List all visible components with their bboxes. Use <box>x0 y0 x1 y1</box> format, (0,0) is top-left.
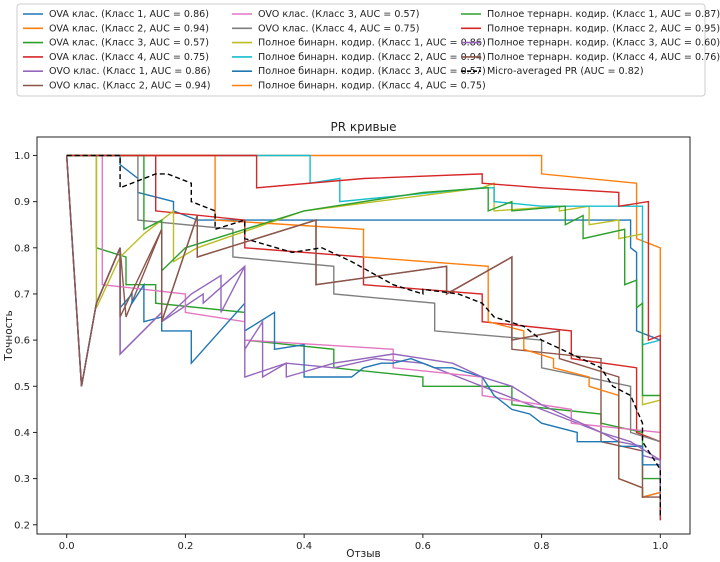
series-line-4 <box>66 154 661 507</box>
series-line-15 <box>66 155 661 507</box>
legend-label-11: Полное бинарн. кодир. (Класс 3, AUC = 0.… <box>258 66 486 77</box>
legend-label-1: OVA клас. (Класс 1, AUC = 0.86) <box>49 9 209 20</box>
x-tick-label: 1.0 <box>652 541 668 552</box>
legend-frame <box>16 3 706 97</box>
legend-label-17: Micro-averaged PR (AUC = 0.82) <box>487 66 644 77</box>
series-line-17 <box>66 154 661 516</box>
legend-label-5: OVO клас. (Класс 1, AUC = 0.86) <box>49 66 210 77</box>
x-tick-label: 0.4 <box>296 541 312 552</box>
x-tick-label: 0.2 <box>177 541 193 552</box>
legend-label-15: Полное тернарн. кодир. (Класс 3, AUC = 0… <box>487 38 720 49</box>
y-tick-label: 0.7 <box>14 289 30 300</box>
legend-label-6: OVO клас. (Класс 2, AUC = 0.94) <box>49 81 210 92</box>
y-tick-label: 0.5 <box>14 382 30 393</box>
y-axis-label: Точность <box>3 310 15 361</box>
y-axis: 0.2 0.3 0.4 0.5 0.6 0.7 0.8 0.9 1.0 <box>14 151 37 531</box>
legend: OVA клас. (Класс 1, AUC = 0.86) OVA клас.… <box>16 3 720 97</box>
x-axis: 0.0 0.2 0.4 0.6 0.8 1.0 <box>59 534 668 552</box>
series-line-10 <box>66 154 661 479</box>
series-line-16 <box>66 155 661 502</box>
legend-label-3: OVA клас. (Класс 3, AUC = 0.57) <box>49 38 209 49</box>
legend-label-7: OVO клас. (Класс 3, AUC = 0.57) <box>258 9 419 20</box>
legend-label-14: Полное тернарн. кодир. (Класс 2, AUC = 0… <box>487 23 720 34</box>
x-tick-label: 0.0 <box>59 541 75 552</box>
legend-label-12: Полное бинарн. кодир. (Класс 4, AUC = 0.… <box>258 81 486 92</box>
x-axis-label: Отзыв <box>346 548 380 560</box>
legend-label-10: Полное бинарн. кодир. (Класс 2, AUC = 0.… <box>258 52 486 63</box>
chart-title: PR кривые <box>331 120 397 134</box>
y-tick-label: 0.8 <box>14 243 30 254</box>
series-line-11 <box>66 155 661 479</box>
series-line-1 <box>66 154 661 470</box>
y-tick-label: 0.2 <box>14 520 30 531</box>
series-line-8 <box>66 154 661 488</box>
legend-label-4: OVA клас. (Класс 4, AUC = 0.75) <box>49 52 209 63</box>
x-tick-label: 0.8 <box>534 541 550 552</box>
y-tick-label: 0.9 <box>14 197 30 208</box>
legend-label-2: OVA клас. (Класс 2, AUC = 0.94) <box>49 23 209 34</box>
y-tick-label: 0.4 <box>14 428 30 439</box>
y-tick-label: 0.6 <box>14 336 30 347</box>
legend-label-8: OVO клас. (Класс 4, AUC = 0.75) <box>258 23 419 34</box>
y-tick-label: 0.3 <box>14 474 30 485</box>
legend-label-13: Полное тернарн. кодир. (Класс 1, AUC = 0… <box>487 9 720 20</box>
plot-frame <box>36 136 691 535</box>
series-line-14 <box>66 154 661 521</box>
series-layer <box>66 154 661 521</box>
x-tick-label: 0.6 <box>415 541 431 552</box>
y-tick-label: 1.0 <box>14 151 30 162</box>
series-line-2 <box>66 154 661 401</box>
legend-label-16: Полное тернарн. кодир. (Класс 4, AUC = 0… <box>487 52 720 63</box>
legend-label-9: Полное бинарн. кодир. (Класс 1, AUC = 0.… <box>258 38 486 49</box>
